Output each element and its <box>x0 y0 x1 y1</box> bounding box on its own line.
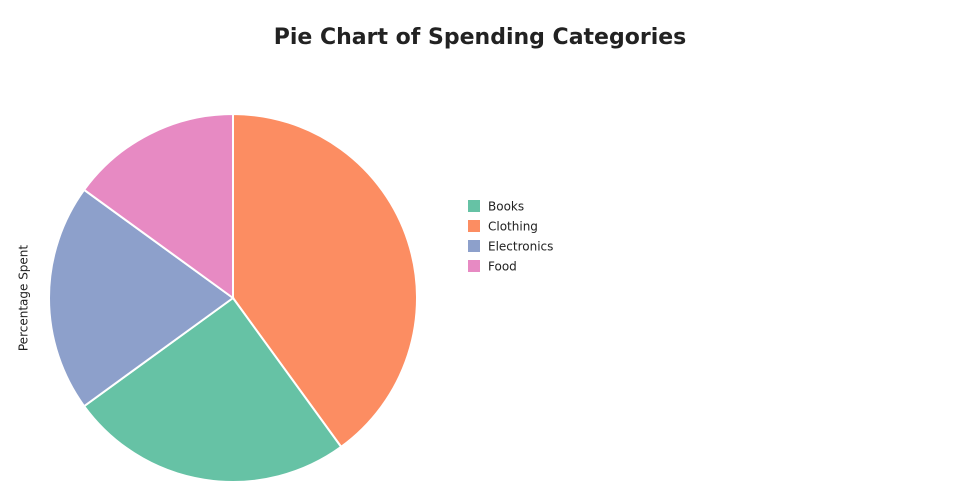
chart-title: Pie Chart of Spending Categories <box>274 25 687 50</box>
legend-swatch <box>468 200 480 212</box>
pie-slice <box>82 112 234 300</box>
legend-label: Food <box>488 260 517 274</box>
legend-label: Books <box>488 200 524 214</box>
legend-swatch <box>468 220 480 232</box>
y-axis-label: Percentage Spent <box>17 245 31 352</box>
legend-label: Electronics <box>488 240 553 254</box>
legend-swatch <box>468 260 480 272</box>
pie-slice <box>82 296 343 483</box>
pie-slice <box>48 188 235 408</box>
legend-label: Clothing <box>488 220 538 234</box>
legend-swatch <box>468 240 480 252</box>
pie-slice <box>232 112 418 449</box>
